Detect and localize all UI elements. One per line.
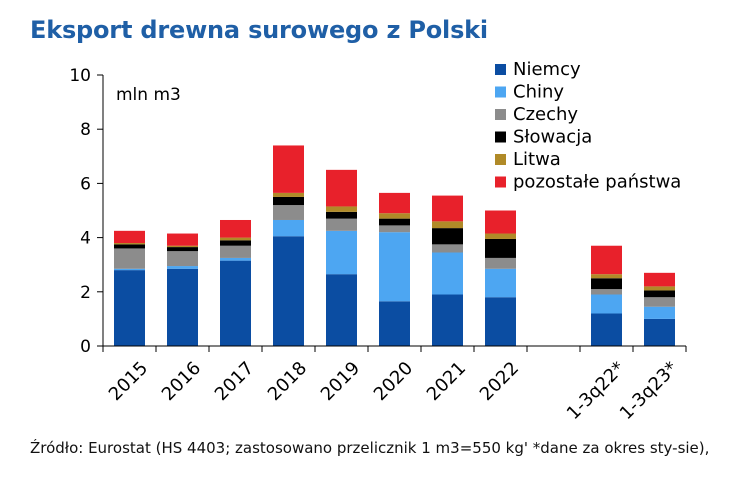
bar-segment-litwa xyxy=(167,245,198,248)
x-tick-label: 2022 xyxy=(476,358,523,405)
chart-title: Eksport drewna surowego z Polski xyxy=(30,16,488,44)
bar-segment-litwa xyxy=(326,206,357,212)
bar-segment-litwa xyxy=(114,243,145,245)
bar-segment-słowacja xyxy=(220,240,251,246)
bar-segment-chiny xyxy=(591,294,622,314)
bar-segment-czechy xyxy=(273,205,304,220)
legend-label: Słowacja xyxy=(513,127,592,148)
legend-label: Litwa xyxy=(513,149,561,170)
legend-label: pozostałe państwa xyxy=(513,172,681,193)
bar-segment-niemcy xyxy=(644,318,675,346)
legend-swatch xyxy=(495,154,506,165)
x-axis-labels: 2015 2016 2017 2018 2019 2020 2021 2022 1-3q22*1… xyxy=(105,358,682,424)
legend-label: Niemcy xyxy=(513,59,581,80)
bar-segment-czechy xyxy=(167,251,198,267)
bar-segment-czechy xyxy=(114,248,145,269)
y-axis-unit-label: mln m3 xyxy=(116,85,181,105)
bar-segment-litwa xyxy=(644,286,675,291)
bar-segment-chiny xyxy=(220,257,251,261)
bar-segment-pozostałe-państwa xyxy=(114,230,145,244)
stacked-bar-chart: 0 2 4 6 8 10 2015 2016 2017 2018 2019 2020 2021 2022… xyxy=(69,59,687,424)
legend-swatch xyxy=(495,131,506,143)
legend-swatch xyxy=(495,176,506,188)
y-tick-label: 4 xyxy=(80,229,91,249)
y-tick-label: 8 xyxy=(80,120,91,140)
source-note: Źródło: Eurostat (HS 4403; zastosowano p… xyxy=(30,439,710,457)
bar-segment-pozostałe-państwa xyxy=(167,233,198,246)
bar-segment-litwa xyxy=(220,237,251,241)
bar-segment-słowacja xyxy=(432,228,463,245)
x-tick-label: 2018 xyxy=(264,358,311,405)
bar-segment-pozostałe-państwa xyxy=(644,272,675,287)
bar-segment-czechy xyxy=(220,245,251,258)
y-tick-label: 2 xyxy=(80,283,91,303)
bar-segment-niemcy xyxy=(114,270,145,346)
bar-segment-czechy xyxy=(644,297,675,307)
x-tick-label: 2021 xyxy=(423,358,470,405)
bar-segment-niemcy xyxy=(379,301,410,346)
bar-segment-niemcy xyxy=(432,294,463,346)
bar-segment-litwa xyxy=(273,192,304,197)
bar-segment-chiny xyxy=(644,306,675,319)
y-tick-label: 6 xyxy=(80,174,91,194)
bar-segment-pozostałe-państwa xyxy=(379,192,410,214)
bar-segment-litwa xyxy=(432,221,463,229)
bar-segment-litwa xyxy=(379,213,410,219)
bar-segment-niemcy xyxy=(326,274,357,346)
bar-segment-pozostałe-państwa xyxy=(591,245,622,275)
bar-segment-pozostałe-państwa xyxy=(485,210,516,234)
bar-segment-czechy xyxy=(432,244,463,253)
y-tick-label: 10 xyxy=(69,66,91,86)
legend-label: Chiny xyxy=(513,82,564,103)
bar-segment-czechy xyxy=(326,218,357,231)
bar-segment-czechy xyxy=(485,257,516,269)
bar-segment-chiny xyxy=(326,230,357,275)
bar-segment-słowacja xyxy=(114,244,145,249)
bar-segment-pozostałe-państwa xyxy=(326,169,357,207)
bar-segment-pozostałe-państwa xyxy=(432,195,463,222)
legend-swatch xyxy=(495,109,506,120)
bar-segment-słowacja xyxy=(591,278,622,290)
bar-segment-niemcy xyxy=(167,268,198,346)
bar-segment-niemcy xyxy=(485,297,516,346)
bar-segment-słowacja xyxy=(167,247,198,252)
bar-segment-chiny xyxy=(167,266,198,269)
x-tick-label: 2020 xyxy=(370,358,417,405)
legend-label: Czechy xyxy=(513,104,578,125)
bar-segment-słowacja xyxy=(273,196,304,206)
bar-segment-chiny xyxy=(432,252,463,295)
bar-segment-niemcy xyxy=(273,236,304,346)
bar-segment-słowacja xyxy=(485,238,516,258)
bar-segment-czechy xyxy=(591,289,622,295)
bar-segment-chiny xyxy=(379,232,410,302)
bar-segment-słowacja xyxy=(379,218,410,226)
x-tick-label: 1-3q22* xyxy=(563,358,629,424)
bar-segment-litwa xyxy=(485,233,516,239)
bar-segment-litwa xyxy=(591,274,622,279)
bar-segment-słowacja xyxy=(326,211,357,219)
bar-segment-niemcy xyxy=(220,260,251,346)
x-tick-label: 2015 xyxy=(105,358,152,405)
y-axis-ticks: 0 2 4 6 8 10 xyxy=(69,66,103,357)
bars-group xyxy=(114,145,675,346)
bar-segment-niemcy xyxy=(591,313,622,346)
x-tick-label: 1-3q23* xyxy=(616,358,682,424)
bar-segment-chiny xyxy=(273,219,304,237)
x-tick-label: 2019 xyxy=(317,358,364,405)
axes xyxy=(102,75,687,352)
bar-segment-pozostałe-państwa xyxy=(220,219,251,238)
y-tick-label: 0 xyxy=(80,337,91,357)
bar-segment-pozostałe-państwa xyxy=(273,145,304,193)
legend-swatch xyxy=(495,64,506,75)
x-tick-label: 2017 xyxy=(211,358,258,405)
bar-segment-słowacja xyxy=(644,290,675,298)
legend: NiemcyChinyCzechySłowacjaLitwapozostałe … xyxy=(495,59,681,193)
bar-segment-czechy xyxy=(379,225,410,233)
bar-segment-chiny xyxy=(114,268,145,271)
x-tick-label: 2016 xyxy=(158,358,205,405)
bar-segment-chiny xyxy=(485,268,516,298)
legend-swatch xyxy=(495,86,506,98)
